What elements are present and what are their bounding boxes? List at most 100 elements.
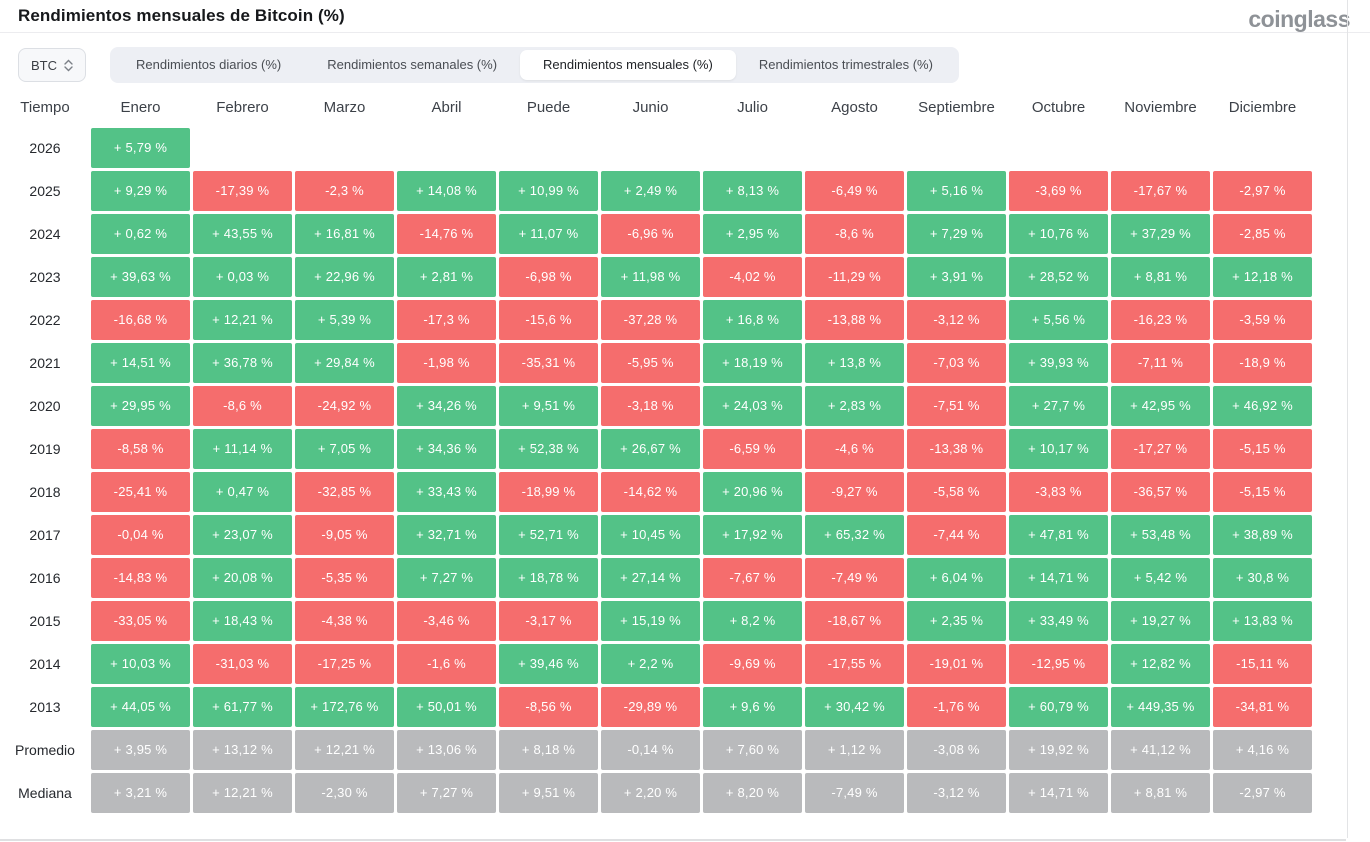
column-header-month: Noviembre bbox=[1124, 99, 1197, 116]
heatmap-cell: + 14,08 % bbox=[397, 171, 496, 211]
heatmap-cell: -6,59 % bbox=[703, 429, 802, 469]
heatmap-cell: + 34,36 % bbox=[397, 429, 496, 469]
heatmap-cell: + 5,79 % bbox=[91, 128, 190, 168]
heatmap-cell: -7,49 % bbox=[805, 773, 904, 813]
table-row: 2024 + 0,62 % + 43,55 % + 16,81 % -14,76 % + … bbox=[2, 214, 1370, 254]
heatmap-cell: -16,68 % bbox=[91, 300, 190, 340]
page-title: Rendimientos mensuales de Bitcoin (%) bbox=[18, 6, 345, 25]
heatmap-cell: + 0,47 % bbox=[193, 472, 292, 512]
heatmap-cell: -0,04 % bbox=[91, 515, 190, 555]
row-label: 2023 bbox=[29, 269, 61, 285]
heatmap-cell: + 0,62 % bbox=[91, 214, 190, 254]
heatmap-cell: -8,56 % bbox=[499, 687, 598, 727]
heatmap-cell bbox=[295, 128, 394, 168]
row-label: 2014 bbox=[29, 656, 61, 672]
heatmap-cell: + 5,39 % bbox=[295, 300, 394, 340]
heatmap-cell: + 26,67 % bbox=[601, 429, 700, 469]
table-row: 2026 + 5,79 % bbox=[2, 128, 1370, 168]
table-row: 2015 -33,05 % + 18,43 % -4,38 % -3,46 % -3,17… bbox=[2, 601, 1370, 641]
heatmap-cell: -34,81 % bbox=[1213, 687, 1312, 727]
horizontal-scrollbar[interactable] bbox=[0, 839, 1346, 841]
heatmap-cell: + 53,48 % bbox=[1111, 515, 1210, 555]
heatmap-cell: -17,3 % bbox=[397, 300, 496, 340]
heatmap-cell: + 14,71 % bbox=[1009, 773, 1108, 813]
heatmap-cell: -31,03 % bbox=[193, 644, 292, 684]
heatmap-cell: + 50,01 % bbox=[397, 687, 496, 727]
table-row: 2025 + 9,29 % -17,39 % -2,3 % + 14,08 % + 10,… bbox=[2, 171, 1370, 211]
heatmap-cell: -1,98 % bbox=[397, 343, 496, 383]
heatmap-cell: + 10,03 % bbox=[91, 644, 190, 684]
heatmap-cell: + 4,16 % bbox=[1213, 730, 1312, 770]
tab-3[interactable]: Rendimientos trimestrales (%) bbox=[758, 57, 933, 72]
heatmap-cell: -17,27 % bbox=[1111, 429, 1210, 469]
column-header-month: Febrero bbox=[216, 99, 269, 116]
heatmap-cell: -2,97 % bbox=[1213, 171, 1312, 211]
tab-0[interactable]: Rendimientos diarios (%) bbox=[136, 57, 282, 72]
heatmap-cell: -14,83 % bbox=[91, 558, 190, 598]
heatmap-cell: -36,57 % bbox=[1111, 472, 1210, 512]
heatmap-cell bbox=[1213, 128, 1312, 168]
heatmap-cell bbox=[907, 128, 1006, 168]
heatmap-cell: -8,6 % bbox=[805, 214, 904, 254]
heatmap-cell: -5,15 % bbox=[1213, 429, 1312, 469]
heatmap-cell: -14,76 % bbox=[397, 214, 496, 254]
heatmap-cell: + 23,07 % bbox=[193, 515, 292, 555]
heatmap-cell: -3,08 % bbox=[907, 730, 1006, 770]
heatmap-cell: -15,11 % bbox=[1213, 644, 1312, 684]
table-row: 2013 + 44,05 % + 61,77 % + 172,76 % + 50,01 … bbox=[2, 687, 1370, 727]
heatmap-cell: + 39,63 % bbox=[91, 257, 190, 297]
heatmap-cell: -7,03 % bbox=[907, 343, 1006, 383]
table-body: 2026 + 5,79 % 2025 + 9,29 % -17,39 % -2,3 % + … bbox=[2, 128, 1370, 813]
row-label: 2022 bbox=[29, 312, 61, 328]
heatmap-cell: -3,18 % bbox=[601, 386, 700, 426]
heatmap-cell: -2,85 % bbox=[1213, 214, 1312, 254]
heatmap-cell: + 29,84 % bbox=[295, 343, 394, 383]
heatmap-cell: -18,99 % bbox=[499, 472, 598, 512]
heatmap-cell: -35,31 % bbox=[499, 343, 598, 383]
tab-2[interactable]: Rendimientos mensuales (%) bbox=[520, 50, 736, 80]
heatmap-cell: -4,38 % bbox=[295, 601, 394, 641]
heatmap-cell bbox=[193, 128, 292, 168]
heatmap-cell: + 8,18 % bbox=[499, 730, 598, 770]
heatmap-cell: + 7,60 % bbox=[703, 730, 802, 770]
heatmap-cell: + 12,82 % bbox=[1111, 644, 1210, 684]
heatmap-cell bbox=[703, 128, 802, 168]
heatmap-cell: -7,67 % bbox=[703, 558, 802, 598]
heatmap-cell: + 2,49 % bbox=[601, 171, 700, 211]
column-header-month: Diciembre bbox=[1228, 99, 1297, 116]
heatmap-cell bbox=[601, 128, 700, 168]
heatmap-cell: + 29,95 % bbox=[91, 386, 190, 426]
column-header-month: Julio bbox=[737, 99, 768, 116]
heatmap-cell: + 9,51 % bbox=[499, 386, 598, 426]
heatmap-cell: + 13,8 % bbox=[805, 343, 904, 383]
row-label: 2017 bbox=[29, 527, 61, 543]
heatmap-cell: + 17,92 % bbox=[703, 515, 802, 555]
row-label: 2013 bbox=[29, 699, 61, 715]
column-header-month: Agosto bbox=[831, 99, 878, 116]
table-row: Mediana + 3,21 % + 12,21 % -2,30 % + 7,27 % +… bbox=[2, 773, 1370, 813]
heatmap-cell: + 43,55 % bbox=[193, 214, 292, 254]
table-row: 2021 + 14,51 % + 36,78 % + 29,84 % -1,98 % -3… bbox=[2, 343, 1370, 383]
heatmap-cell: + 3,21 % bbox=[91, 773, 190, 813]
heatmap-cell: + 60,79 % bbox=[1009, 687, 1108, 727]
row-label: 2025 bbox=[29, 183, 61, 199]
tab-1[interactable]: Rendimientos semanales (%) bbox=[327, 57, 498, 72]
heatmap-cell: + 33,43 % bbox=[397, 472, 496, 512]
heatmap-cell: + 2,95 % bbox=[703, 214, 802, 254]
heatmap-cell: -17,39 % bbox=[193, 171, 292, 211]
heatmap-cell: + 13,83 % bbox=[1213, 601, 1312, 641]
heatmap-cell: + 3,91 % bbox=[907, 257, 1006, 297]
heatmap-cell: -13,88 % bbox=[805, 300, 904, 340]
heatmap-cell: + 19,27 % bbox=[1111, 601, 1210, 641]
heatmap-cell: -8,6 % bbox=[193, 386, 292, 426]
toolbar: BTC Rendimientos diarios (%) Rendimientos… bbox=[18, 47, 1370, 83]
heatmap-cell: + 12,21 % bbox=[295, 730, 394, 770]
coin-selector[interactable]: BTC bbox=[18, 48, 86, 82]
table-row: 2017 -0,04 % + 23,07 % -9,05 % + 32,71 % + 52… bbox=[2, 515, 1370, 555]
heatmap-cell: + 2,2 % bbox=[601, 644, 700, 684]
heatmap-cell: + 172,76 % bbox=[295, 687, 394, 727]
heatmap-cell: -3,46 % bbox=[397, 601, 496, 641]
heatmap-cell: + 30,8 % bbox=[1213, 558, 1312, 598]
heatmap-cell: + 0,03 % bbox=[193, 257, 292, 297]
vertical-scrollbar[interactable] bbox=[1347, 0, 1348, 838]
